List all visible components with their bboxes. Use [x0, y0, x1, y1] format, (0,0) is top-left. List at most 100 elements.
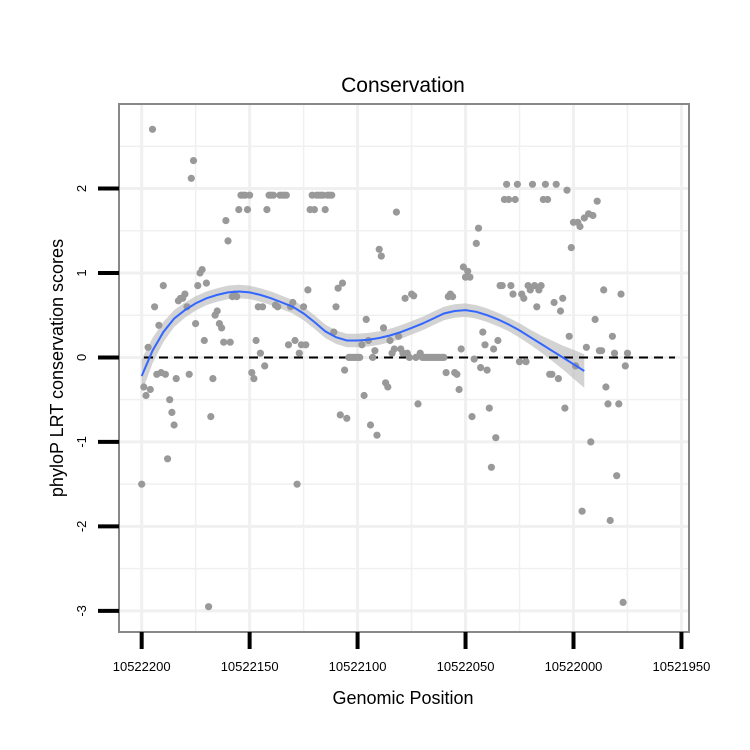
data-point — [358, 341, 366, 349]
data-point — [582, 343, 591, 351]
data-point — [384, 383, 392, 391]
y-tick-label: -2 — [74, 521, 89, 533]
data-point — [541, 180, 550, 188]
data-point — [336, 411, 344, 419]
data-point — [544, 195, 552, 204]
data-point — [200, 336, 208, 345]
x-tick-label: 10522200 — [113, 659, 171, 674]
data-point — [233, 293, 241, 301]
data-point — [146, 385, 154, 394]
data-point — [140, 383, 148, 391]
data-point — [362, 315, 370, 323]
data-point — [623, 349, 632, 357]
data-point — [371, 347, 379, 355]
data-point — [151, 303, 159, 311]
data-point — [474, 224, 483, 232]
chart-title: Conservation — [341, 74, 465, 97]
data-point — [302, 341, 310, 349]
data-point — [205, 603, 213, 611]
data-point — [220, 338, 228, 346]
data-point — [256, 349, 264, 357]
data-point — [552, 180, 560, 188]
data-point — [390, 345, 398, 353]
data-point — [485, 404, 493, 412]
data-point — [520, 294, 528, 302]
data-point — [503, 180, 511, 188]
data-point — [142, 391, 150, 400]
data-point — [621, 362, 629, 370]
data-point — [550, 298, 558, 307]
data-point — [533, 303, 541, 311]
data-point — [300, 303, 308, 311]
data-point — [332, 303, 340, 311]
data-point — [194, 282, 202, 290]
data-point — [449, 293, 457, 301]
data-point — [498, 282, 506, 290]
data-point — [185, 370, 193, 378]
data-point — [168, 408, 176, 416]
data-point — [505, 195, 513, 204]
data-point — [472, 239, 480, 247]
data-point — [492, 434, 500, 442]
data-point — [209, 375, 217, 383]
data-point — [310, 206, 318, 214]
data-point — [377, 252, 385, 260]
data-point — [144, 343, 152, 351]
data-point — [321, 206, 329, 214]
data-point — [155, 321, 163, 329]
data-point — [559, 294, 567, 302]
plot-panel — [118, 103, 690, 633]
data-point — [410, 292, 418, 300]
data-point — [613, 472, 621, 480]
data-point — [576, 222, 584, 231]
x-tick-label: 10522050 — [437, 659, 495, 674]
y-axis-label: phyloP LRT conservation scores — [47, 239, 67, 497]
y-tick-label: 1 — [74, 269, 89, 276]
data-point — [259, 303, 267, 311]
data-point — [483, 366, 491, 374]
data-point — [537, 282, 545, 290]
data-point — [189, 157, 198, 165]
data-point — [604, 400, 612, 408]
data-point — [507, 282, 515, 290]
data-point — [218, 324, 226, 332]
data-point — [556, 307, 565, 315]
data-point — [379, 324, 388, 332]
data-point — [386, 336, 394, 345]
data-point — [226, 338, 234, 346]
data-point — [528, 180, 537, 188]
data-point — [213, 307, 221, 315]
data-point — [405, 353, 413, 361]
data-point — [192, 320, 200, 328]
data-point — [470, 355, 478, 363]
x-tick-label: 10522100 — [329, 659, 387, 674]
x-axis-label: Genomic Position — [332, 688, 473, 708]
data-point — [263, 206, 271, 214]
x-axis-ticks: 10522200 10522150 10522100 10522050 10522000… — [113, 632, 710, 674]
data-point — [464, 267, 472, 275]
data-point — [207, 413, 215, 421]
data-point — [578, 507, 586, 515]
data-point — [172, 375, 180, 383]
data-point — [615, 400, 623, 408]
y-tick-label: -1 — [74, 436, 89, 448]
data-point — [187, 174, 195, 182]
x-tick-label: 10522000 — [545, 659, 603, 674]
data-point — [291, 336, 299, 345]
data-point — [515, 358, 524, 366]
data-point — [509, 290, 517, 298]
data-point — [610, 349, 619, 357]
data-point — [289, 298, 297, 307]
data-point — [198, 266, 206, 274]
data-point — [164, 455, 172, 463]
data-point — [246, 191, 254, 199]
data-point — [455, 385, 463, 394]
data-point — [304, 286, 312, 294]
data-point — [243, 206, 252, 214]
data-point — [602, 383, 610, 391]
data-point — [481, 341, 489, 349]
data-point — [334, 284, 342, 292]
data-point — [224, 237, 232, 245]
y-tick-label: -3 — [74, 605, 89, 617]
